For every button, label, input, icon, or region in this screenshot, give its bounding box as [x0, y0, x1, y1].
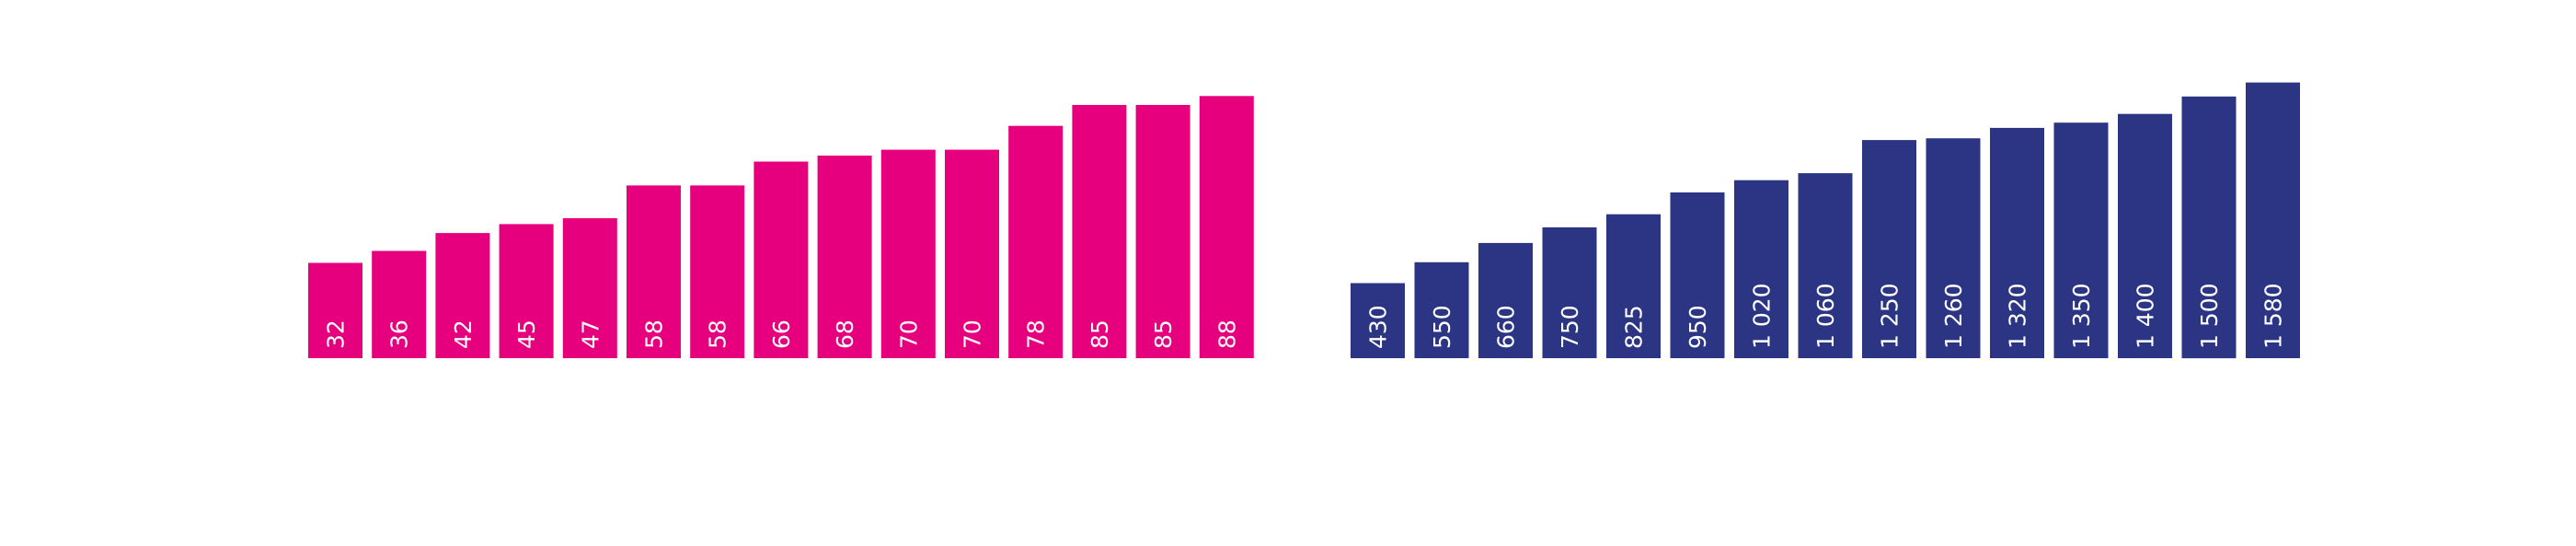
pink-bar-8	[753, 161, 809, 358]
pink-bar-label-10: 70	[895, 319, 922, 349]
navy-bar-label-3: 660	[1493, 305, 1520, 349]
navy-bar-label-13: 1 400	[2133, 283, 2159, 349]
pink-bar-5	[562, 218, 617, 358]
navy-bar-label-6: 950	[1685, 305, 1711, 349]
navy-bar-1	[1351, 283, 1405, 358]
pink-bar-10	[880, 149, 936, 358]
pink-bar-label-5: 47	[577, 319, 604, 349]
pink-bar-label-4: 45	[513, 319, 540, 349]
pink-bar-15	[1199, 96, 1254, 359]
navy-bar-7	[1734, 180, 1788, 358]
pink-bar-9	[817, 156, 872, 358]
navy-bar-label-8: 1 060	[1812, 283, 1839, 349]
navy-bar-chart: 430 550 660 750 825 950 1 020 1 060 1 250 1 260 1 …	[1351, 82, 2300, 359]
pink-bar-4	[499, 224, 554, 358]
pink-bar-7	[690, 185, 745, 358]
navy-bar-label-14: 1 500	[2196, 283, 2223, 349]
navy-bar-3	[1478, 242, 1533, 358]
navy-bar-label-2: 550	[1429, 305, 1455, 349]
navy-bar-label-12: 1 350	[2068, 283, 2095, 349]
pink-bar-1	[308, 262, 362, 358]
navy-bar-2	[1414, 261, 1469, 358]
navy-bar-15	[2246, 82, 2300, 358]
navy-bar-label-9: 1 250	[1877, 283, 1903, 349]
navy-bar-10	[1926, 138, 1981, 358]
navy-bar-label-7: 1 020	[1749, 283, 1776, 349]
navy-bar-label-4: 750	[1557, 305, 1583, 349]
pink-bar-12	[1008, 125, 1064, 358]
navy-bar-label-5: 825	[1621, 305, 1648, 349]
pink-bar-chart: 32 36 42 45 47 58 58 66 68 70 70 78 85 85 88	[308, 96, 1254, 359]
pink-bar-label-3: 42	[450, 319, 477, 349]
navy-bar-11	[1990, 127, 2044, 358]
pink-bar-6	[627, 185, 681, 358]
pink-bar-label-11: 70	[960, 319, 986, 349]
navy-bar-label-10: 1 260	[1940, 283, 1967, 349]
navy-bar-label-15: 1 580	[2260, 283, 2287, 349]
pink-bar-label-6: 58	[641, 319, 668, 349]
navy-bar-13	[2118, 113, 2172, 358]
pink-bar-label-9: 68	[832, 319, 858, 349]
navy-bar-14	[2181, 96, 2237, 359]
pink-bar-label-8: 66	[768, 319, 795, 349]
navy-bar-label-1: 430	[1365, 305, 1392, 349]
pink-bar-2	[372, 250, 427, 358]
pink-bar-label-1: 32	[323, 319, 350, 349]
navy-bar-5	[1606, 214, 1661, 358]
navy-bar-6	[1670, 192, 1725, 358]
pink-bar-3	[435, 233, 490, 358]
navy-bar-9	[1862, 140, 1916, 358]
pink-bar-label-7: 58	[705, 319, 731, 349]
pink-bar-label-2: 36	[386, 319, 413, 349]
pink-bar-13	[1072, 105, 1127, 358]
pink-bar-14	[1135, 105, 1190, 358]
navy-bar-label-11: 1 320	[2005, 283, 2031, 349]
navy-bar-4	[1542, 227, 1597, 358]
pink-bar-label-12: 78	[1023, 319, 1050, 349]
pink-bar-label-15: 88	[1213, 319, 1240, 349]
navy-bar-8	[1798, 173, 1853, 358]
navy-bar-12	[2053, 122, 2109, 358]
pink-bar-11	[945, 149, 999, 358]
pink-bar-label-14: 85	[1150, 319, 1177, 349]
pink-bar-label-13: 85	[1087, 319, 1113, 349]
